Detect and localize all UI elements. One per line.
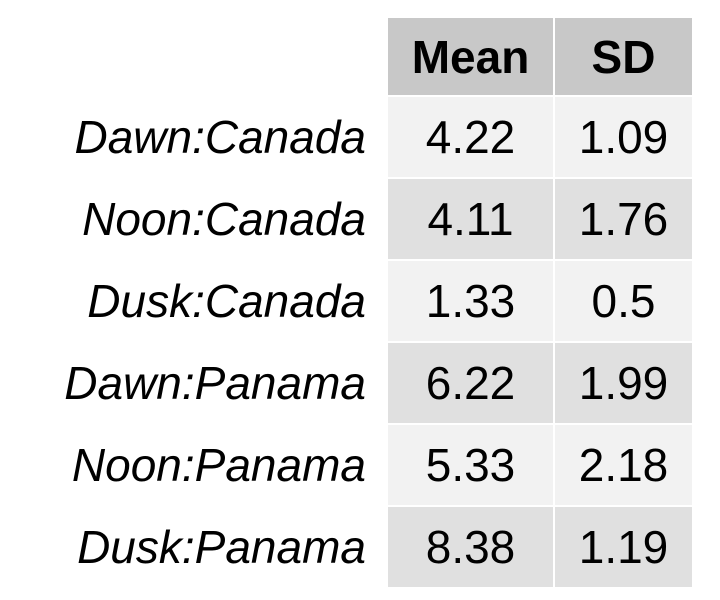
cell-sd: 1.76 [555,179,692,259]
cell-mean: 5.33 [388,425,553,505]
row-label: Noon:Panama [71,439,366,491]
cell-sd: 0.5 [555,261,692,341]
row-label: Dawn:Panama [64,357,366,409]
cell-sd: 2.18 [555,425,692,505]
row-label: Noon:Canada [82,193,366,245]
cell-mean: 8.38 [388,507,553,587]
header-sd: SD [555,18,692,95]
cell-mean: 1.33 [388,261,553,341]
cell-sd: 1.99 [555,343,692,423]
row-label: Dawn:Canada [74,111,366,163]
cell-mean: 6.22 [388,343,553,423]
cell-mean: 4.22 [388,97,553,177]
cell-sd: 1.09 [555,97,692,177]
cell-mean: 4.11 [388,179,553,259]
row-label: Dusk:Panama [77,521,366,573]
header-mean: Mean [388,18,553,95]
cell-sd: 1.19 [555,507,692,587]
row-label: Dusk:Canada [87,275,366,327]
